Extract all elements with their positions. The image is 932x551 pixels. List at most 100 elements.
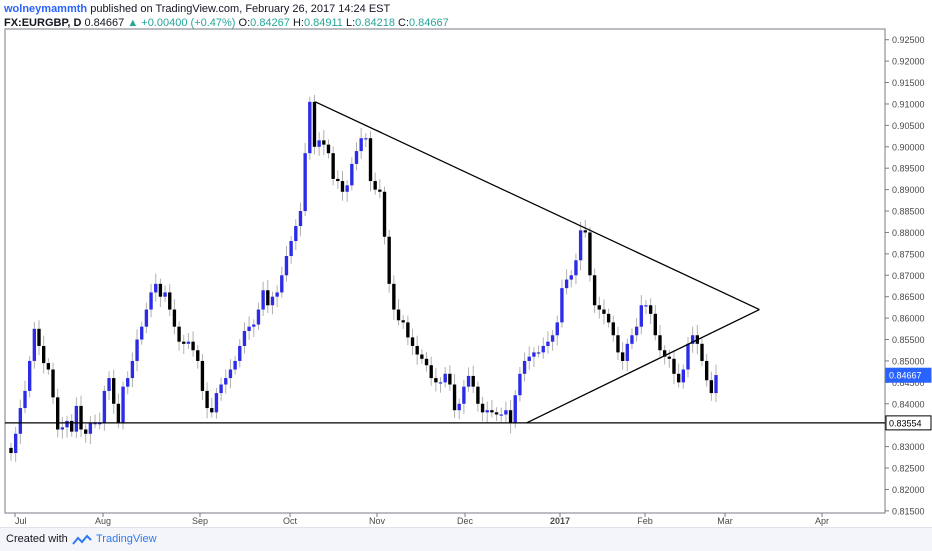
candle-body [205,390,209,409]
price-tick-label: 0.89500 [892,164,925,174]
candle-body [522,360,527,374]
price-tick-label: 0.91500 [892,78,925,88]
candle-body [46,363,51,370]
candle-body [527,356,531,361]
candle-body [354,151,359,164]
candle-body [630,335,634,344]
candle-body [32,328,37,361]
candle-body [490,410,494,413]
candle-body [214,393,219,413]
up-arrow-icon: ▲ [127,17,139,29]
candle-body [504,410,508,415]
candle-body [294,226,298,242]
candle-body [667,356,671,359]
candle-body [140,326,144,340]
candle-body [102,390,107,424]
candle-body [452,384,457,411]
price-tick-label: 0.86000 [892,314,925,324]
candle-body [406,322,410,338]
candle-body [518,373,522,396]
candle-body [228,369,233,379]
time-axis[interactable]: Jul Aug Sep Oct Nov Dec 2017 Feb Mar Apr [14,513,829,526]
candle-body [499,414,503,416]
time-tick-label: Nov [369,516,386,526]
candle-body [158,283,163,297]
candle-body [336,178,340,182]
price-tick-label: 0.90500 [892,121,925,131]
candle-body [261,290,265,310]
candle-body [634,326,639,336]
price-chart[interactable]: 0.92500 0.92000 0.91500 0.91000 0.90500 0.900… [0,0,932,527]
symbol-name: FX:EURGBP, D [4,17,82,29]
candle-body [583,230,587,233]
candle-body [154,283,158,293]
price-tick-label: 0.84000 [892,399,925,409]
candle-body [588,232,592,276]
candle-body [42,345,46,364]
price-tags: 0.84667 0.83554 [885,367,932,431]
candle-body [345,185,349,192]
price-axis[interactable]: 0.92500 0.92000 0.91500 0.91000 0.90500 0.900… [885,35,925,516]
candle-body [275,292,279,297]
candle-body [611,322,615,336]
lower-trendline[interactable] [526,308,760,424]
candle-body [270,296,275,306]
candle-body [70,420,74,432]
candle-body [546,341,550,346]
candle-body [144,309,149,327]
candle-body [60,427,65,430]
candle-body [457,403,461,411]
candle-body [396,309,401,321]
author-name[interactable]: wolneymammth [4,3,88,15]
candle-body [172,309,177,327]
candle-body [415,345,419,355]
price-tick-label: 0.90000 [892,142,925,152]
time-tick-label: Mar [717,516,733,526]
last-price: 0.84667 [84,17,125,29]
candle-body [37,328,41,346]
candle-body [536,352,541,354]
candle-body [681,369,685,383]
candle-body [98,423,102,425]
candle-body [247,326,251,331]
candle-body [79,405,83,430]
time-tick-label: Aug [95,516,111,526]
candle-body [93,423,97,425]
candle-body [471,375,475,387]
candle-body [676,373,681,383]
candle-body [602,309,606,314]
price-tick-label: 0.87500 [892,249,925,259]
candle-body [210,408,214,413]
tradingview-brand-link[interactable]: TradingView [96,533,157,545]
price-tick-label: 0.88000 [892,228,925,238]
candle-body [704,360,709,381]
candle-body [112,378,116,404]
tradingview-logo-icon [72,534,92,545]
upper-trendline[interactable] [314,101,760,311]
candle-body [312,101,317,147]
candle-body [462,386,466,404]
price-tick-label: 0.87000 [892,271,925,281]
price-tick-label: 0.82500 [892,464,925,474]
candle-body [424,358,429,366]
publish-header: wolneymammth published on TradingView.co… [4,3,390,15]
candle-body [238,345,242,361]
candle-body [686,343,690,370]
time-tick-label: Jul [15,516,27,526]
candle-body [252,324,256,327]
candle-body [116,403,121,424]
candle-body [326,144,331,154]
symbol-header: FX:EURGBP, D 0.84667 ▲ +0.00400 (+0.47%)… [4,17,449,29]
candle-body [74,405,79,432]
close-label: C: [398,17,409,29]
candle-body [107,378,111,391]
time-tick-label: Oct [283,516,298,526]
created-with-label: Created with [6,533,68,545]
candle-body [340,181,345,192]
candle-body [224,378,228,385]
drawings [5,101,885,424]
candle-body [644,305,648,307]
last-price-tag: 0.84667 [889,371,922,381]
candle-body [51,369,55,398]
